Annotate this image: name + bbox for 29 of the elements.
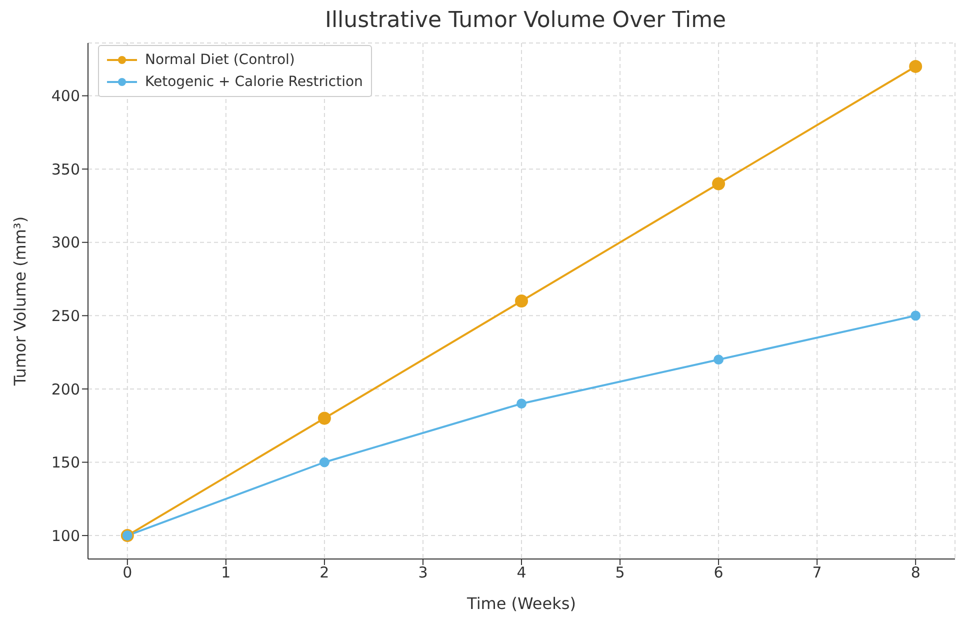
x-tick-label: 5 — [615, 564, 625, 582]
point — [910, 310, 921, 321]
x-tick-label: 1 — [221, 564, 231, 582]
legend-label: Normal Diet (Control) — [145, 51, 295, 70]
y-tick-label: 250 — [51, 306, 80, 325]
y-tick-label: 200 — [51, 380, 80, 398]
point — [712, 177, 726, 190]
x-axis-title: Time (Weeks) — [466, 594, 576, 613]
point — [516, 398, 526, 409]
y-tick-label: 350 — [51, 160, 80, 178]
chart-title: Illustrative Tumor Volume Over Time — [324, 8, 728, 33]
x-tick-label: 0 — [122, 564, 132, 582]
x-tick-label: 6 — [714, 564, 724, 582]
point — [515, 294, 528, 308]
y-tick-label: 100 — [51, 526, 80, 545]
y-axis-title: Tumor Volume (mm³) — [10, 216, 30, 387]
x-tick-label: 2 — [320, 564, 330, 582]
y-tick-label: 300 — [51, 234, 80, 252]
point — [909, 60, 922, 73]
y-tick-label: 150 — [51, 454, 80, 472]
point — [318, 412, 331, 425]
y-tick-label: 400 — [51, 87, 80, 106]
legend-label: Ketogenic + Calorie Restriction — [145, 73, 363, 92]
x-tick-label: 7 — [812, 564, 822, 582]
x-tick-label: 3 — [418, 564, 428, 582]
point — [319, 457, 330, 468]
point — [714, 354, 724, 365]
x-tick-label: 4 — [516, 564, 526, 582]
x-tick-label: 8 — [910, 564, 920, 582]
